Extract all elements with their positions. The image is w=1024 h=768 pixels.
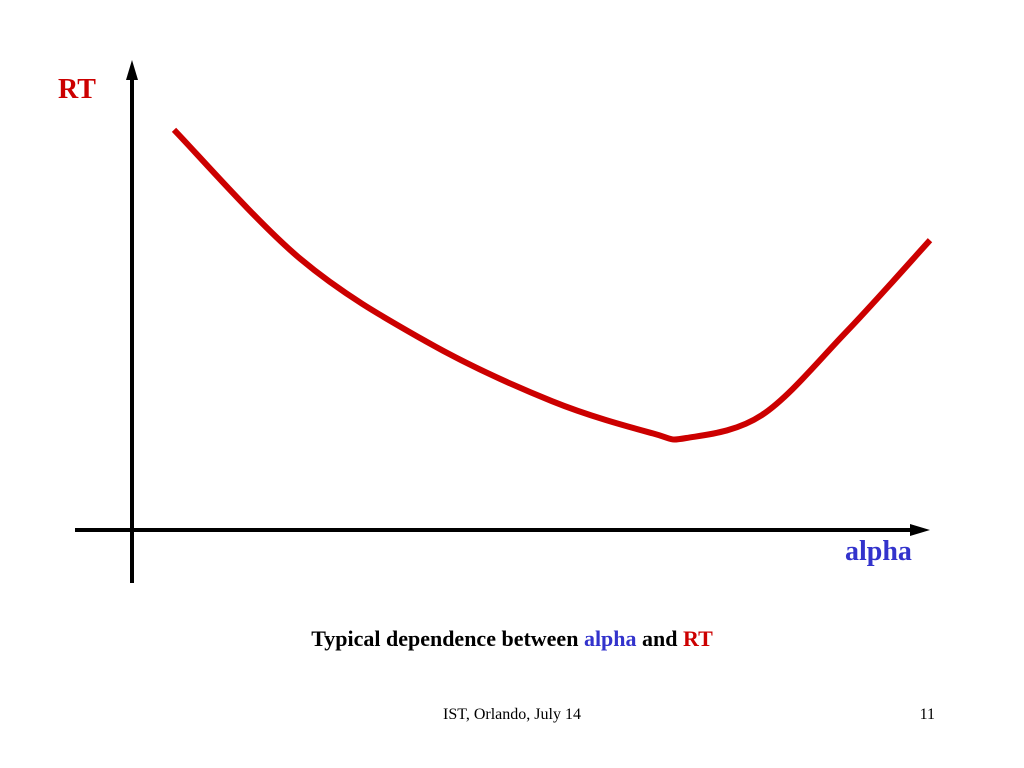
y-axis-arrow [126, 60, 138, 80]
caption-prefix: Typical dependence between [311, 626, 584, 651]
footer-text: IST, Orlando, July 14 [443, 706, 581, 723]
caption-rt: RT [683, 626, 713, 651]
y-axis-label: RT [58, 74, 96, 105]
x-axis-label: alpha [845, 536, 912, 567]
x-axis-arrow [910, 524, 930, 536]
caption: Typical dependence between alpha and RT [0, 626, 1024, 652]
caption-alpha: alpha [583, 626, 637, 651]
page-number: 11 [919, 706, 935, 723]
caption-middle: and [636, 626, 684, 651]
series-line-rt-vs-alpha [171, 127, 933, 443]
